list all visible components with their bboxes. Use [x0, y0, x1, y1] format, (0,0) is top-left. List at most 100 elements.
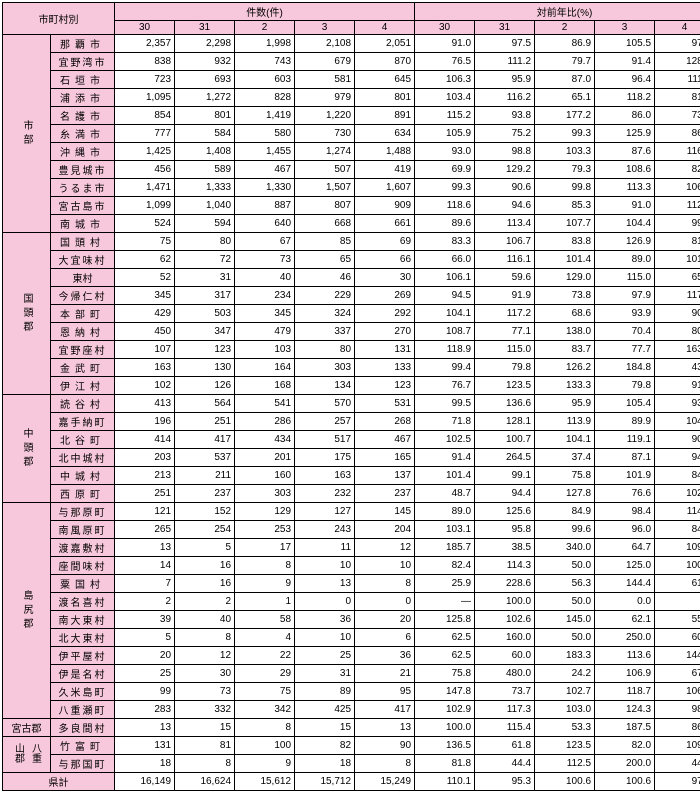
- count-cell: 286: [235, 413, 295, 431]
- count-cell: 129: [235, 503, 295, 521]
- yoy-cell: 84.0: [655, 521, 700, 539]
- yoy-cell: 105.5: [595, 35, 655, 53]
- count-cell: 126: [175, 377, 235, 395]
- header-year: 31: [175, 21, 235, 35]
- yoy-cell: 91.4: [415, 449, 475, 467]
- header-year: 30: [415, 21, 475, 35]
- yoy-cell: 83.3: [415, 233, 475, 251]
- total-yoy: 95.3: [475, 773, 535, 791]
- yoy-cell: 100.0: [415, 719, 475, 737]
- count-cell: 429: [115, 305, 175, 323]
- yoy-cell: 177.2: [535, 107, 595, 125]
- count-cell: 145: [355, 503, 415, 521]
- count-cell: 1,507: [295, 179, 355, 197]
- yoy-cell: 136.5: [415, 737, 475, 755]
- count-cell: 30: [175, 665, 235, 683]
- yoy-cell: 105.9: [415, 125, 475, 143]
- yoy-cell: 89.0: [415, 503, 475, 521]
- count-cell: 10: [295, 557, 355, 575]
- count-cell: 979: [295, 89, 355, 107]
- yoy-cell: 97.9: [595, 287, 655, 305]
- count-cell: 303: [235, 485, 295, 503]
- count-cell: 668: [295, 215, 355, 233]
- count-cell: 1,095: [115, 89, 175, 107]
- count-cell: 8: [355, 755, 415, 773]
- count-cell: 640: [235, 215, 295, 233]
- row-name: 嘉手納町: [51, 413, 115, 431]
- yoy-cell: 115.2: [415, 107, 475, 125]
- yoy-cell: 94.5: [415, 287, 475, 305]
- yoy-cell: 50.0: [535, 593, 595, 611]
- yoy-cell: 117.2: [475, 305, 535, 323]
- count-cell: 347: [175, 323, 235, 341]
- row-name: 恩納村: [51, 323, 115, 341]
- yoy-cell: 104.3: [655, 413, 700, 431]
- count-cell: 237: [175, 485, 235, 503]
- count-cell: 541: [235, 395, 295, 413]
- yoy-cell: 147.8: [415, 683, 475, 701]
- count-cell: 257: [295, 413, 355, 431]
- yoy-cell: 108.6: [595, 161, 655, 179]
- count-cell: 73: [175, 683, 235, 701]
- count-cell: 467: [235, 161, 295, 179]
- count-cell: 269: [355, 287, 415, 305]
- row-name: 座間味村: [51, 557, 115, 575]
- yoy-cell: 73.8: [535, 287, 595, 305]
- row-name: 今帰仁村: [51, 287, 115, 305]
- count-cell: 345: [235, 305, 295, 323]
- yoy-cell: 86.7: [655, 719, 700, 737]
- yoy-cell: 62.5: [415, 629, 475, 647]
- yoy-cell: 113.6: [595, 647, 655, 665]
- yoy-cell: 93.9: [595, 305, 655, 323]
- count-cell: 1,330: [235, 179, 295, 197]
- count-cell: 932: [175, 53, 235, 71]
- count-cell: 1,419: [235, 107, 295, 125]
- count-cell: 20: [115, 647, 175, 665]
- yoy-cell: 83.7: [535, 341, 595, 359]
- row-name: 宮古島市: [51, 197, 115, 215]
- yoy-cell: 82.6: [655, 161, 700, 179]
- header-year: 4: [355, 21, 415, 35]
- row-name: 金武町: [51, 359, 115, 377]
- yoy-cell: 103.0: [535, 701, 595, 719]
- yoy-cell: 82.0: [595, 737, 655, 755]
- count-cell: 201: [235, 449, 295, 467]
- count-cell: 417: [355, 701, 415, 719]
- yoy-cell: 94.4: [475, 485, 535, 503]
- count-cell: 8: [355, 575, 415, 593]
- count-cell: 36: [295, 611, 355, 629]
- count-cell: 89: [295, 683, 355, 701]
- yoy-cell: 94.3: [655, 449, 700, 467]
- header-municipality: 市町村別: [3, 3, 115, 35]
- yoy-cell: 81.8: [655, 89, 700, 107]
- yoy-cell: 136.6: [475, 395, 535, 413]
- yoy-cell: 129.2: [475, 161, 535, 179]
- count-cell: 204: [355, 521, 415, 539]
- count-cell: 13: [295, 575, 355, 593]
- yoy-cell: 79.3: [535, 161, 595, 179]
- yoy-cell: —: [415, 593, 475, 611]
- count-cell: 1,455: [235, 143, 295, 161]
- count-cell: 1,607: [355, 179, 415, 197]
- count-cell: 90: [355, 737, 415, 755]
- row-name: 名護市: [51, 107, 115, 125]
- count-cell: 467: [355, 431, 415, 449]
- count-cell: 807: [295, 197, 355, 215]
- row-name: 八重瀬町: [51, 701, 115, 719]
- count-cell: 317: [175, 287, 235, 305]
- yoy-cell: 59.6: [475, 269, 535, 287]
- yoy-cell: 44.4: [475, 755, 535, 773]
- count-cell: 723: [115, 71, 175, 89]
- row-name: 多良間村: [51, 719, 115, 737]
- yoy-cell: 106.6: [655, 179, 700, 197]
- yoy-cell: 86.0: [595, 107, 655, 125]
- yoy-cell: 111.0: [655, 71, 700, 89]
- yoy-cell: 81.8: [415, 755, 475, 773]
- count-cell: 20: [355, 611, 415, 629]
- yoy-cell: 73.7: [475, 683, 535, 701]
- yoy-cell: 109.8: [655, 737, 700, 755]
- count-cell: 99: [115, 683, 175, 701]
- yoy-cell: 104.1: [535, 431, 595, 449]
- count-cell: 13: [115, 539, 175, 557]
- count-cell: 5: [175, 539, 235, 557]
